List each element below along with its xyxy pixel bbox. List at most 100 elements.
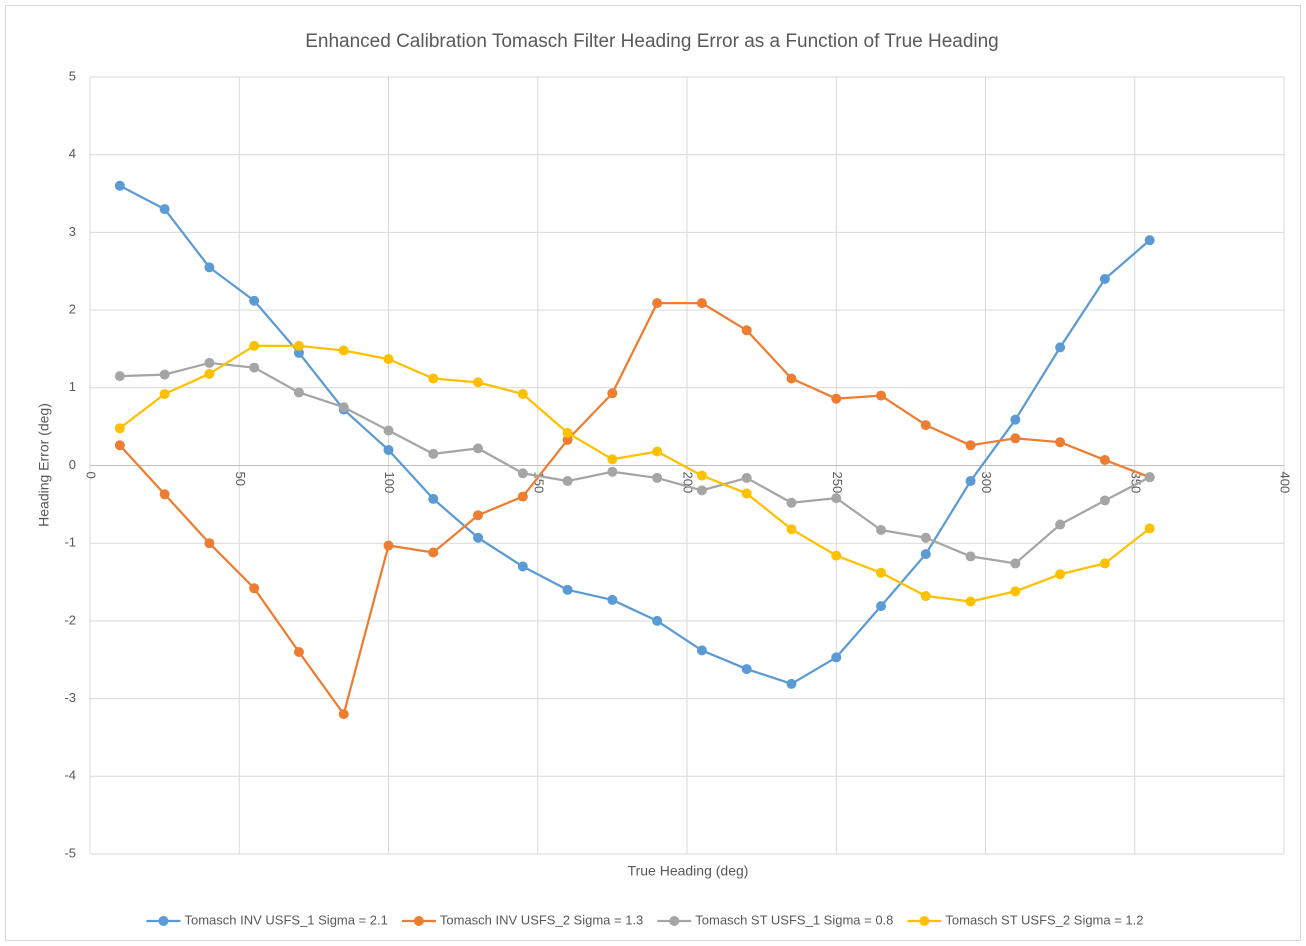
x-tick-label: 100 (382, 472, 397, 494)
point (159, 389, 170, 400)
point (293, 646, 304, 657)
point (517, 468, 528, 479)
point (562, 427, 573, 438)
x-tick-label: 200 (681, 472, 696, 494)
point (741, 325, 752, 336)
series-line (119, 301, 1151, 716)
chart-border (5, 5, 1301, 941)
point (204, 262, 215, 273)
point (338, 709, 349, 720)
point (786, 373, 797, 384)
point (1010, 414, 1021, 425)
point (1144, 523, 1155, 534)
point (965, 596, 976, 607)
point (1099, 495, 1110, 506)
point (741, 664, 752, 675)
x-tick-label: 0 (84, 472, 99, 479)
x-tick-label: 300 (979, 472, 994, 494)
y-tick-label: -5 (64, 845, 76, 860)
point (831, 652, 842, 663)
point (159, 204, 170, 215)
point (204, 368, 215, 379)
y-tick-label: -4 (64, 768, 76, 783)
point (473, 443, 484, 454)
x-axis-title: True Heading (deg) (628, 863, 749, 879)
point (1099, 274, 1110, 285)
point (696, 645, 707, 656)
y-tick-label: 0 (69, 457, 76, 472)
point (965, 476, 976, 487)
point (249, 583, 260, 594)
legend-item: Tomasch INV USFS_2 Sigma = 1.3 (401, 912, 643, 927)
y-tick-label: 5 (69, 68, 76, 83)
y-tick-label: 2 (69, 302, 76, 317)
point (428, 547, 439, 558)
point (741, 472, 752, 483)
point (1144, 472, 1155, 483)
point (204, 538, 215, 549)
series-line (119, 344, 1151, 603)
legend-label: Tomasch INV USFS_1 Sigma = 2.1 (184, 912, 387, 927)
point (473, 532, 484, 543)
point (696, 485, 707, 496)
point (1099, 558, 1110, 569)
point (428, 373, 439, 384)
legend-marker (413, 916, 424, 926)
legend-marker (669, 916, 680, 926)
point (293, 387, 304, 398)
point (428, 493, 439, 504)
point (114, 440, 125, 451)
point (652, 615, 663, 626)
point (607, 388, 618, 399)
point (293, 340, 304, 351)
point (1055, 519, 1066, 530)
point (249, 295, 260, 306)
point (920, 591, 931, 602)
point (1055, 437, 1066, 448)
y-tick-label: 4 (69, 146, 76, 161)
point (876, 567, 887, 578)
point (562, 584, 573, 595)
point (293, 347, 304, 358)
point (920, 420, 931, 431)
x-tick-label: 350 (1128, 472, 1143, 494)
y-tick-label: -3 (64, 690, 76, 705)
point (786, 497, 797, 508)
point (338, 402, 349, 413)
point (831, 493, 842, 504)
point (607, 594, 618, 605)
point (114, 180, 125, 191)
point (383, 354, 394, 365)
y-tick-label: 1 (69, 379, 76, 394)
point (1010, 558, 1021, 569)
point (696, 298, 707, 309)
legend-label: Tomasch INV USFS_2 Sigma = 1.3 (440, 912, 643, 927)
point (428, 448, 439, 459)
point (1010, 586, 1021, 597)
point (383, 540, 394, 551)
point (741, 488, 752, 499)
point (652, 298, 663, 309)
point (383, 425, 394, 436)
point (1010, 433, 1021, 444)
point (1144, 235, 1155, 246)
point (249, 362, 260, 373)
point (159, 489, 170, 500)
x-tick-label: 50 (233, 472, 248, 486)
point (383, 444, 394, 455)
point (473, 510, 484, 521)
legend-marker (158, 916, 169, 926)
point (965, 551, 976, 562)
legend-label: Tomasch ST USFS_2 Sigma = 1.2 (945, 912, 1143, 927)
point (920, 549, 931, 560)
point (473, 377, 484, 388)
point (920, 532, 931, 543)
point (338, 345, 349, 356)
point (831, 393, 842, 404)
point (965, 440, 976, 451)
legend-item: Tomasch INV USFS_1 Sigma = 2.1 (146, 912, 388, 927)
y-axis-title: Heading Error (deg) (36, 403, 52, 527)
point (607, 454, 618, 465)
point (159, 369, 170, 380)
